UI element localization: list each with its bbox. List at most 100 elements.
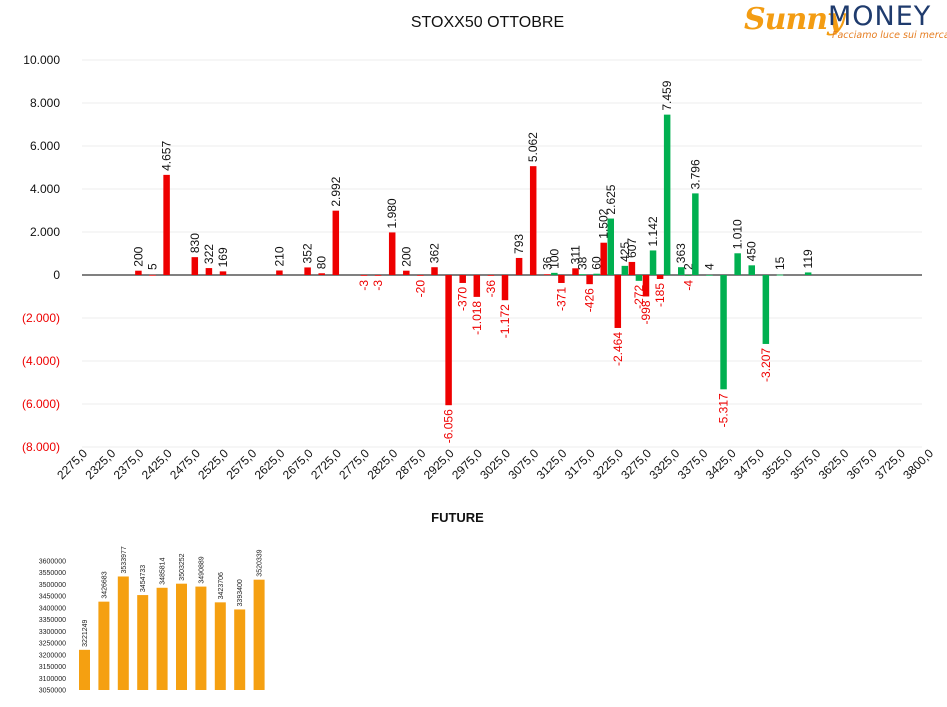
- x-tick-label: 3575,0: [787, 446, 823, 482]
- data-label: 60: [590, 256, 604, 270]
- logo-money-text: MONEY: [828, 1, 932, 32]
- future-bar: [214, 602, 226, 690]
- bar: [663, 114, 671, 275]
- y-tick-label: 4.000: [30, 182, 60, 196]
- future-bar: [176, 583, 187, 690]
- bar: [374, 275, 382, 276]
- future-data-label: 3454733: [140, 565, 147, 592]
- data-label: 363: [674, 243, 688, 263]
- x-tick-label: 2975,0: [449, 446, 485, 482]
- data-label: 2.625: [604, 184, 618, 214]
- data-label: 322: [202, 244, 216, 264]
- bar: [572, 268, 579, 275]
- data-label: 1.010: [731, 219, 745, 249]
- bar: [332, 210, 340, 275]
- x-tick-label: 2575,0: [223, 446, 259, 482]
- x-tick-label: 2725,0: [308, 446, 344, 482]
- future-data-label: 3426683: [101, 571, 108, 598]
- y-tick-label: 0: [53, 268, 60, 282]
- x-tick-label: 3800,0: [900, 446, 936, 482]
- x-tick-label: 2825,0: [364, 446, 400, 482]
- x-tick-label: 2475,0: [167, 446, 203, 482]
- bar: [678, 267, 685, 275]
- future-y-tick-label: 3300000: [39, 629, 66, 636]
- data-label: 119: [801, 249, 815, 268]
- data-label: 425: [618, 242, 632, 262]
- bar: [593, 273, 600, 275]
- bar: [487, 275, 495, 276]
- bar: [205, 268, 213, 275]
- data-label: -272: [632, 285, 646, 309]
- y-tick-label: (2.000): [22, 311, 60, 325]
- data-label: 169: [216, 247, 230, 267]
- data-label: 80: [315, 256, 329, 270]
- data-label: -3.207: [759, 348, 773, 382]
- data-label: 2: [681, 263, 695, 270]
- x-tick-label: 2875,0: [393, 446, 429, 482]
- future-y-tick-label: 3200000: [39, 652, 66, 659]
- data-label: 793: [512, 234, 526, 254]
- future-data-label: 3423706: [218, 572, 225, 599]
- future-y-tick-label: 3450000: [39, 594, 66, 601]
- data-label: 100: [547, 249, 561, 269]
- x-tick-label: 3625,0: [816, 446, 852, 482]
- bar: [776, 274, 784, 276]
- data-label: -370: [456, 287, 470, 311]
- data-label: 15: [773, 256, 787, 270]
- x-tick-label: 2375,0: [111, 446, 147, 482]
- future-data-label: 3490889: [198, 556, 205, 583]
- x-tick-label: 2525,0: [195, 446, 231, 482]
- y-tick-label: (8.000): [22, 440, 60, 454]
- main-bar-chart: 10.000 8.000 6.000 4.000 2.000 0 (2.000) (4.000…: [22, 53, 936, 482]
- data-label: 352: [301, 243, 315, 263]
- x-tick-label: 3525,0: [759, 446, 795, 482]
- bar: [734, 253, 741, 275]
- data-label: 362: [428, 243, 442, 263]
- bar: [529, 166, 537, 275]
- bar: [388, 232, 396, 275]
- y-tick-label: (4.000): [22, 354, 60, 368]
- data-label: 3.796: [688, 159, 702, 189]
- bar: [628, 261, 636, 275]
- x-tick-label: 3275,0: [618, 446, 654, 482]
- logo-tagline: Facciamo luce sui mercati: [832, 30, 947, 41]
- data-label: -36: [484, 280, 498, 298]
- bar: [191, 257, 199, 275]
- future-bar: [156, 587, 168, 690]
- bar: [149, 274, 156, 276]
- data-label: 450: [745, 241, 759, 261]
- data-label: 1.980: [385, 198, 399, 228]
- future-bar: [79, 649, 90, 690]
- future-bar: [253, 579, 265, 690]
- bar: [473, 275, 481, 297]
- data-label: 830: [188, 233, 202, 253]
- future-y-tick-label: 3400000: [39, 605, 66, 612]
- data-label: 38: [576, 256, 590, 270]
- x-tick-label: 2625,0: [252, 446, 288, 482]
- x-tick-label: 3725,0: [872, 446, 908, 482]
- future-data-label: 3221249: [82, 619, 89, 646]
- x-tick-label: 3175,0: [562, 446, 598, 482]
- data-label: 200: [399, 246, 413, 266]
- bar: [558, 275, 565, 283]
- logo-sunny-text: Sunny: [744, 2, 845, 37]
- bar: [748, 265, 755, 275]
- bar: [607, 218, 614, 275]
- bar: [304, 267, 311, 275]
- future-y-tick-label: 3050000: [39, 688, 66, 695]
- future-bar: [195, 586, 207, 690]
- data-label: -998: [639, 300, 653, 324]
- bar: [135, 270, 142, 275]
- future-data-label: 3503252: [179, 553, 186, 580]
- future-data-label: 3485814: [160, 557, 167, 584]
- bar: [403, 270, 410, 275]
- bar: [600, 242, 607, 275]
- bar: [163, 174, 170, 275]
- data-label: 607: [625, 238, 639, 258]
- bar: [685, 274, 692, 276]
- data-label: 7.459: [660, 80, 674, 110]
- bar: [360, 275, 368, 276]
- data-label: 4.657: [160, 141, 174, 171]
- data-label: 2.992: [329, 176, 343, 206]
- future-y-tick-label: 3350000: [39, 617, 66, 624]
